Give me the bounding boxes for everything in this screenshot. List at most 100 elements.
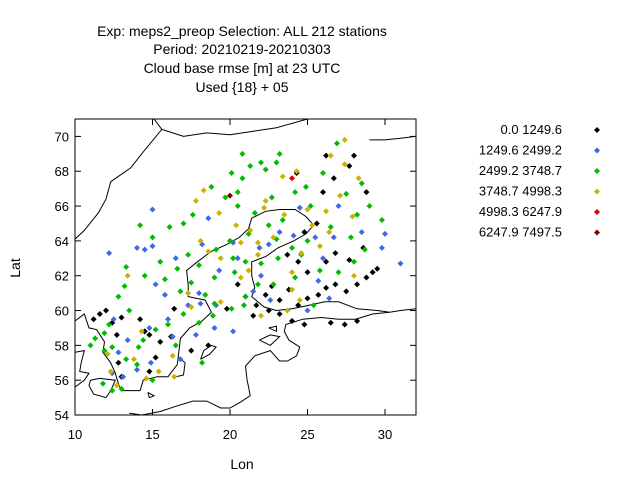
data-point bbox=[141, 246, 148, 253]
data-point bbox=[197, 237, 204, 244]
legend-label: 3748.7 4998.3 bbox=[479, 184, 562, 199]
data-point bbox=[149, 243, 156, 250]
data-point bbox=[239, 175, 246, 182]
x-tick-label: 25 bbox=[300, 427, 314, 442]
data-point bbox=[304, 206, 311, 213]
data-point bbox=[109, 387, 116, 394]
data-point bbox=[109, 344, 116, 351]
data-point bbox=[327, 223, 334, 230]
data-point bbox=[304, 237, 311, 244]
data-point bbox=[137, 222, 144, 229]
data-point bbox=[351, 152, 357, 159]
y-tick-label: 56 bbox=[55, 373, 69, 388]
title-line-4: Used {18} + 05 bbox=[195, 79, 288, 95]
data-points bbox=[87, 136, 404, 394]
data-point bbox=[217, 255, 224, 262]
coastline-segment bbox=[161, 119, 308, 137]
plot-frame bbox=[74, 118, 417, 416]
data-point bbox=[296, 297, 303, 304]
data-point bbox=[304, 307, 311, 314]
data-point bbox=[196, 262, 202, 269]
data-point bbox=[289, 175, 295, 182]
data-point bbox=[115, 293, 122, 300]
data-point bbox=[262, 197, 269, 204]
data-point bbox=[115, 349, 122, 356]
data-point bbox=[118, 385, 125, 392]
data-point bbox=[332, 250, 339, 257]
data-point bbox=[223, 305, 230, 312]
data-point bbox=[327, 152, 334, 159]
legend: 0.0 1249.6 1249.6 2499.2 2499.2 3748.7 3748… bbox=[479, 122, 600, 240]
data-point bbox=[358, 180, 365, 187]
data-point bbox=[211, 274, 218, 281]
data-point bbox=[188, 347, 195, 354]
data-point bbox=[296, 204, 303, 211]
data-point bbox=[115, 359, 122, 366]
data-point bbox=[378, 216, 385, 223]
data-point bbox=[208, 183, 215, 190]
data-point bbox=[123, 264, 130, 270]
data-point bbox=[240, 302, 247, 309]
chart-title: Exp: meps2_preop Selection: ALL 212 stat… bbox=[97, 23, 387, 95]
data-point bbox=[237, 274, 244, 281]
legend-label: 4998.3 6247.9 bbox=[479, 204, 562, 219]
data-point bbox=[295, 302, 302, 309]
title-line-1: Exp: meps2_preop Selection: ALL 212 stat… bbox=[97, 23, 387, 39]
data-point bbox=[323, 284, 330, 291]
data-point bbox=[118, 314, 125, 321]
data-point bbox=[254, 281, 261, 288]
data-point bbox=[397, 260, 404, 267]
data-point bbox=[141, 272, 148, 279]
data-point bbox=[157, 338, 164, 345]
data-point bbox=[130, 356, 137, 363]
data-point bbox=[106, 321, 113, 328]
data-point bbox=[147, 359, 154, 366]
data-point bbox=[258, 272, 264, 279]
data-point bbox=[335, 203, 342, 210]
data-point bbox=[90, 316, 97, 323]
data-point bbox=[293, 168, 300, 175]
data-point bbox=[341, 161, 348, 168]
data-point bbox=[242, 293, 249, 300]
data-point bbox=[304, 269, 311, 276]
data-point bbox=[192, 197, 199, 204]
data-point bbox=[166, 223, 173, 230]
data-point bbox=[126, 307, 133, 314]
data-point bbox=[289, 244, 295, 251]
data-point bbox=[172, 342, 179, 349]
data-point bbox=[267, 297, 274, 304]
coastline-segment bbox=[147, 391, 156, 399]
data-point bbox=[234, 189, 241, 196]
data-point bbox=[309, 222, 316, 229]
data-point bbox=[157, 258, 164, 265]
data-point bbox=[382, 230, 388, 237]
data-point bbox=[228, 169, 235, 176]
data-point bbox=[177, 356, 184, 363]
data-point bbox=[165, 316, 171, 323]
title-line-3: Cloud base rmse [m] at 23 UTC bbox=[144, 60, 341, 76]
title-line-2: Period: 20210219-20210303 bbox=[153, 41, 331, 57]
data-point bbox=[341, 136, 348, 143]
data-point bbox=[222, 194, 229, 201]
data-point bbox=[188, 304, 195, 311]
data-point bbox=[237, 239, 244, 246]
data-point bbox=[315, 291, 322, 298]
data-point bbox=[316, 267, 323, 274]
data-point bbox=[174, 265, 181, 272]
legend-marker bbox=[594, 168, 600, 174]
x-tick-label: 15 bbox=[145, 427, 159, 442]
data-point bbox=[290, 232, 297, 239]
data-point bbox=[99, 380, 106, 387]
data-point bbox=[265, 222, 272, 229]
data-point bbox=[228, 305, 235, 312]
data-point bbox=[316, 243, 323, 250]
data-point bbox=[327, 319, 334, 326]
data-point bbox=[301, 229, 308, 236]
data-point bbox=[361, 246, 368, 253]
data-point bbox=[261, 204, 268, 211]
y-tick-label: 64 bbox=[55, 234, 69, 249]
data-point bbox=[202, 291, 209, 298]
data-point bbox=[366, 203, 373, 210]
data-point bbox=[330, 234, 337, 241]
data-point bbox=[205, 215, 212, 222]
